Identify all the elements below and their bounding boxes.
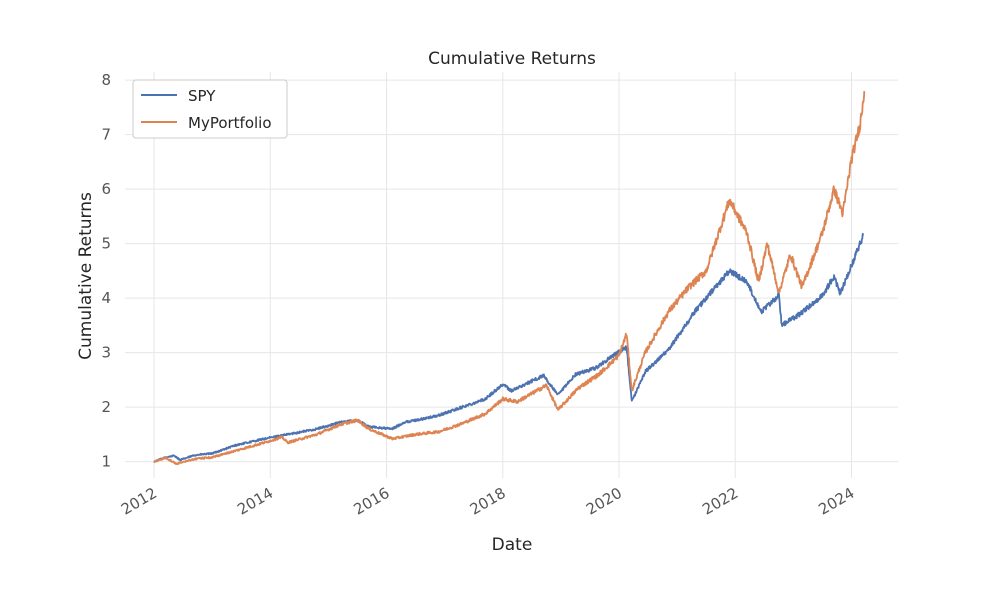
x-tick-label: 2024: [815, 484, 857, 519]
y-tick-label: 2: [101, 398, 111, 416]
y-axis-title: Cumulative Returns: [76, 192, 96, 360]
y-tick-label: 5: [101, 235, 111, 253]
y-tick-label: 4: [101, 289, 111, 307]
x-axis-title: Date: [492, 535, 533, 555]
y-tick-label: 1: [101, 453, 111, 471]
series-lines: [153, 91, 866, 466]
x-tick-label: 2012: [118, 484, 160, 519]
x-tick-label: 2022: [699, 484, 741, 519]
legend-label-spy: SPY: [188, 87, 216, 105]
x-tick-label: 2018: [467, 484, 509, 519]
series-line-myportfolio: [153, 91, 866, 466]
legend: SPY MyPortfolio: [132, 79, 288, 139]
y-tick-label: 6: [101, 180, 111, 198]
y-tick-label: 7: [101, 126, 111, 144]
x-tick-label: 2016: [350, 484, 392, 519]
y-tick-label: 8: [101, 71, 111, 89]
x-tick-label: 2020: [583, 484, 625, 519]
x-axis: 2012 2014 2016 2018 2020 2022 2024: [118, 484, 858, 519]
y-tick-label: 3: [101, 344, 111, 362]
y-axis: 1 2 3 4 5 6 7 8: [101, 71, 111, 470]
x-tick-label: 2014: [234, 484, 276, 519]
legend-label-myportfolio: MyPortfolio: [188, 114, 272, 132]
chart-title: Cumulative Returns: [428, 49, 596, 69]
series-line-spy: [153, 232, 865, 463]
